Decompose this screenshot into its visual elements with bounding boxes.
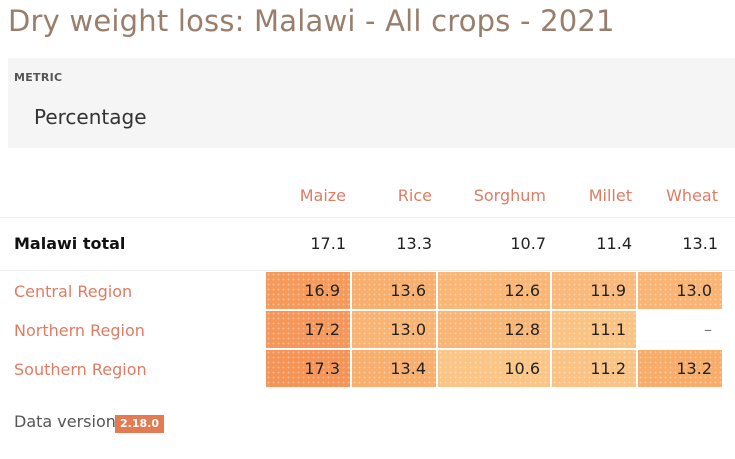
data-version-label: Data version <box>14 412 116 431</box>
cell-northern-rice: 13.0 <box>352 311 436 348</box>
cell-northern-wheat: – <box>638 311 722 348</box>
column-header-millet[interactable]: Millet <box>588 186 632 205</box>
metric-selector[interactable]: METRIC Percentage <box>8 58 735 148</box>
cell-southern-sorghum: 10.6 <box>438 350 550 387</box>
row-label-southern-region[interactable]: Southern Region <box>14 360 147 379</box>
version-badge: 2.18.0 <box>115 415 164 433</box>
cell-southern-millet: 11.2 <box>552 350 636 387</box>
column-header-rice[interactable]: Rice <box>397 186 432 205</box>
total-cell-millet: 11.4 <box>596 234 632 253</box>
total-row <box>0 217 735 271</box>
cell-central-wheat: 13.0 <box>638 272 722 309</box>
column-header-maize[interactable]: Maize <box>299 186 346 205</box>
total-cell-sorghum: 10.7 <box>510 234 546 253</box>
column-header-wheat[interactable]: Wheat <box>666 186 718 205</box>
cell-southern-maize: 17.3 <box>266 350 350 387</box>
cell-southern-wheat: 13.2 <box>638 350 722 387</box>
total-row-label: Malawi total <box>14 234 126 253</box>
cell-central-sorghum: 12.6 <box>438 272 550 309</box>
column-header-sorghum[interactable]: Sorghum <box>473 186 546 205</box>
cell-central-millet: 11.9 <box>552 272 636 309</box>
metric-label: METRIC <box>14 71 63 84</box>
total-cell-wheat: 13.1 <box>682 234 718 253</box>
cell-northern-maize: 17.2 <box>266 311 350 348</box>
row-label-northern-region[interactable]: Northern Region <box>14 321 145 340</box>
total-cell-maize: 17.1 <box>310 234 346 253</box>
cell-central-maize: 16.9 <box>266 272 350 309</box>
page-title: Dry weight loss: Malawi - All crops - 20… <box>8 4 615 38</box>
cell-central-rice: 13.6 <box>352 272 436 309</box>
cell-northern-sorghum: 12.8 <box>438 311 550 348</box>
metric-value[interactable]: Percentage <box>34 105 147 129</box>
row-label-central-region[interactable]: Central Region <box>14 282 133 301</box>
cell-northern-millet: 11.1 <box>552 311 636 348</box>
cell-southern-rice: 13.4 <box>352 350 436 387</box>
total-cell-rice: 13.3 <box>396 234 432 253</box>
